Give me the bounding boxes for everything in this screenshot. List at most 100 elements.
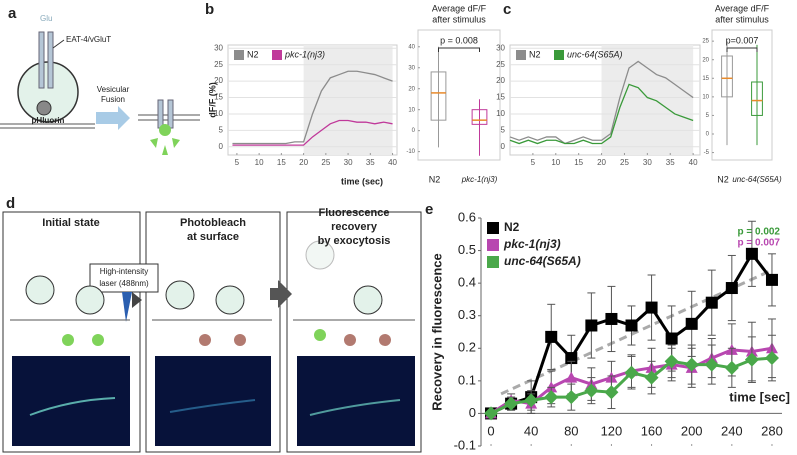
stage-title: recovery (331, 221, 378, 233)
legend-label: N2 (504, 220, 520, 234)
stage-box (2, 211, 141, 453)
legend-swatch (516, 50, 526, 60)
x-tick-label: 200 (681, 423, 703, 438)
stage-title: at surface (187, 231, 239, 243)
y-tick-label: 40 (408, 44, 415, 50)
x-tick-label: 15 (574, 158, 583, 167)
marker (565, 371, 578, 383)
diagram-a: Glu EAT-4/vGluT pHluorin Vesicular Fusio… (0, 14, 200, 155)
legend-label: N2 (247, 49, 259, 59)
x-tick-label: 120 (601, 423, 623, 438)
y-tick-label: 10 (702, 94, 709, 100)
x-tick-label: 80 (564, 423, 578, 438)
legend-swatch (554, 50, 564, 60)
label: EAT-4/vGluT (66, 35, 111, 44)
y-tick-label: 15 (214, 93, 223, 102)
legend-label: unc-64(S65A) (504, 254, 581, 268)
x-axis-label: time [sec] (729, 389, 790, 404)
y-tick-label: 10 (496, 109, 505, 118)
y-tick-label: -5 (704, 150, 710, 156)
laser-box (89, 263, 159, 293)
chart-title: Average dF/F (432, 3, 487, 13)
x-tick-label: 20 (597, 158, 606, 167)
legend-swatch (487, 222, 499, 234)
glow (150, 138, 180, 155)
y-tick-label: 25 (214, 60, 223, 69)
y-tick-label: 5 (706, 113, 710, 119)
marker (585, 319, 598, 332)
micrograph (12, 356, 130, 446)
pointer (52, 39, 65, 49)
laser-label: laser (488nm) (99, 279, 149, 288)
y-tick-label: 0 (501, 142, 506, 151)
transporter (38, 31, 45, 89)
y-tick-label: 0.6 (458, 209, 476, 224)
x-tick-label: 30 (643, 158, 652, 167)
marker (604, 385, 619, 400)
y-tick-label: 20 (408, 86, 415, 92)
marker (764, 351, 779, 366)
laser-beam (122, 292, 132, 322)
transporter (157, 99, 164, 129)
series-line (232, 119, 393, 146)
legend-label: N2 (529, 49, 541, 59)
y-tick-label: 0 (469, 405, 476, 420)
transporter (47, 31, 54, 89)
ph-sensor (62, 334, 74, 346)
legend-label: unc-64(S65A) (567, 49, 623, 59)
x-tick-label: 25 (620, 158, 629, 167)
marker (524, 393, 539, 408)
signal (309, 399, 401, 416)
stage-title: Fluorescence (319, 207, 390, 219)
p-value: p=0.007 (726, 35, 759, 45)
x-tick-label: 35 (666, 158, 675, 167)
marker (684, 357, 699, 372)
y-tick-label: 25 (702, 39, 709, 45)
ph-sensor (92, 334, 104, 346)
y-tick-label: -0.1 (454, 437, 476, 452)
marker (504, 396, 519, 411)
marker (644, 370, 659, 385)
series-line (509, 83, 694, 145)
y-tick-label: 0.5 (458, 242, 476, 257)
marker (625, 319, 638, 332)
vesicle (353, 285, 383, 315)
vesicle (165, 280, 195, 310)
label: pHluorin (32, 116, 65, 125)
annotation: p = 0.007 (737, 238, 780, 249)
marker (724, 360, 739, 375)
marker (765, 273, 778, 286)
x-axis-label: time (sec) (341, 176, 383, 186)
marker (685, 317, 698, 330)
legend-swatch (272, 50, 282, 60)
bracket (726, 47, 758, 52)
series-line (232, 70, 393, 145)
ph-sensor (234, 334, 246, 346)
marker (725, 282, 738, 295)
y-tick-label: 30 (408, 65, 415, 71)
x-tick-label: 20 (299, 158, 308, 167)
vesicle (305, 240, 335, 270)
signal (29, 397, 116, 416)
y-tick-label: 10 (408, 107, 415, 113)
y-tick-label: 0 (706, 132, 710, 138)
legend-label: pkc-1(nj3) (503, 237, 561, 251)
ph-sensor (344, 334, 356, 346)
y-tick-label: 0 (219, 142, 224, 151)
x-tick-label: 10 (255, 158, 264, 167)
y-tick-label: 15 (496, 93, 505, 102)
x-tick-label: 10 (551, 158, 560, 167)
y-tick-label: 30 (214, 43, 223, 52)
x-tick-label: 240 (721, 423, 743, 438)
stage-title: Photobleach (180, 217, 246, 229)
y-tick-label: 10 (214, 109, 223, 118)
legend-swatch (487, 239, 499, 251)
diagram-d: Initial state Photobleach at surface Flu… (2, 207, 422, 453)
label: Fusion (101, 95, 125, 104)
panel-letter: e (425, 201, 433, 218)
chart-title: after stimulus (715, 14, 769, 24)
legend-swatch (234, 50, 244, 60)
box (721, 55, 733, 98)
panel-letter: a (8, 5, 17, 22)
panel-letter: d (6, 195, 15, 212)
